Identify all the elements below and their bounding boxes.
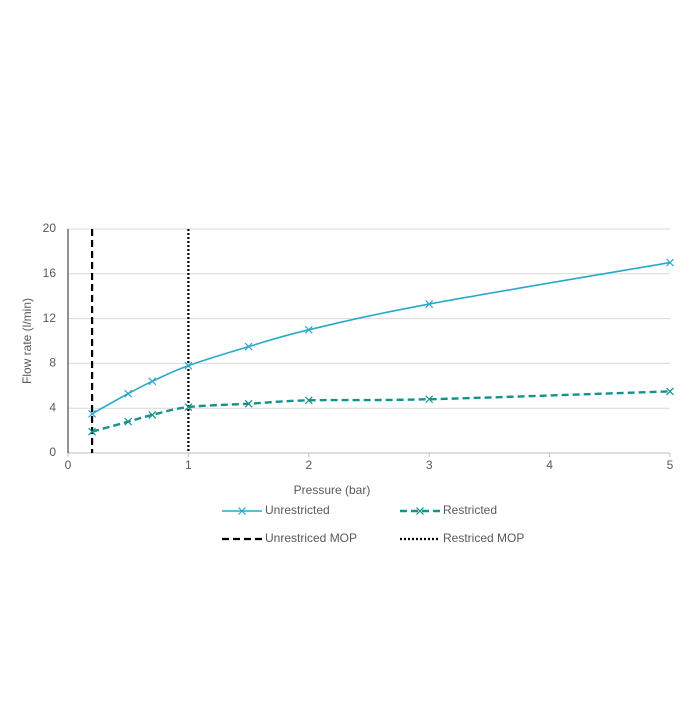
point-marker [244, 399, 253, 408]
point-marker [425, 395, 434, 404]
point-marker [88, 409, 97, 418]
y-tick-label: 8 [49, 356, 56, 370]
point-marker [244, 342, 253, 351]
point-marker [148, 410, 157, 419]
x-axis-label: Pressure (bar) [294, 483, 371, 497]
point-marker [666, 258, 674, 267]
point-marker [304, 396, 313, 405]
point-marker [666, 387, 674, 396]
x-tick-label: 4 [546, 458, 553, 472]
point-marker [184, 403, 193, 412]
y-tick-label: 4 [49, 400, 56, 414]
legend-label: Unrestricted [265, 503, 330, 517]
legend-marker [416, 507, 424, 515]
legend-marker [238, 507, 246, 515]
legend-label: Restriced MOP [443, 531, 524, 545]
legend-label: Unrestriced MOP [265, 531, 357, 545]
x-tick-label: 5 [667, 458, 674, 472]
y-tick-label: 16 [43, 266, 57, 280]
point-marker [425, 300, 434, 308]
legend-label: Restricted [443, 503, 497, 517]
series-line [91, 261, 671, 415]
x-tick-label: 2 [305, 458, 312, 472]
point-marker [124, 417, 133, 426]
series-line [91, 390, 671, 433]
point-marker [124, 389, 133, 398]
x-tick-label: 3 [426, 458, 433, 472]
y-tick-label: 20 [43, 221, 57, 235]
point-marker [184, 361, 193, 370]
point-marker [148, 377, 157, 386]
point-marker [304, 325, 313, 334]
y-axis-label: Flow rate (l/min) [20, 298, 34, 384]
y-tick-label: 12 [43, 311, 57, 325]
x-tick-label: 1 [185, 458, 192, 472]
y-tick-label: 0 [49, 445, 56, 459]
point-marker [88, 427, 97, 436]
x-tick-label: 0 [65, 458, 72, 472]
